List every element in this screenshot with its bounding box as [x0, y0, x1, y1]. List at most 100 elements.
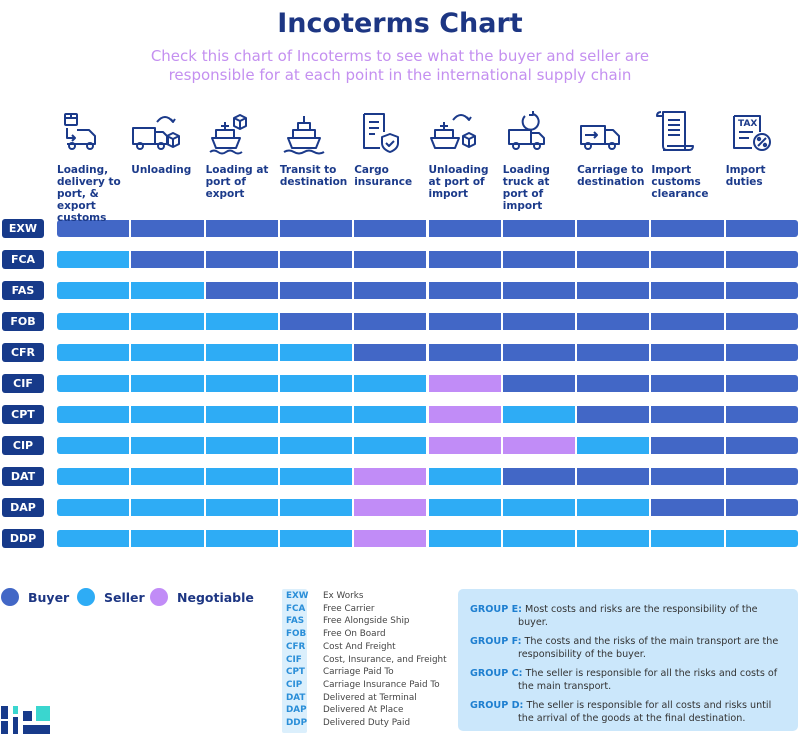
truck-reload-icon — [507, 111, 545, 150]
abbr-code: CIF — [286, 654, 302, 665]
cell-cpt-buyer — [725, 406, 798, 423]
column-header: Loading at port of export — [206, 108, 280, 200]
abbr-code: DDP — [286, 718, 308, 728]
cell-fca-buyer — [428, 251, 501, 268]
cell-dat-seller — [428, 468, 501, 485]
cell-cif-buyer — [651, 375, 724, 392]
ship-unload-icon — [429, 114, 476, 149]
abbr-code: DAT — [286, 692, 306, 703]
cell-dat-buyer — [725, 468, 798, 485]
row-label-exw: EXW — [2, 219, 44, 238]
cell-cip-seller — [57, 437, 130, 454]
cell-cfr-buyer — [428, 344, 501, 361]
cell-ddp-seller — [725, 530, 798, 547]
cell-cif-seller — [131, 375, 204, 392]
legend-label: Seller — [104, 589, 145, 605]
cell-fob-buyer — [725, 313, 798, 330]
cell-fca-buyer — [354, 251, 427, 268]
abbr-full: Carriage Paid To — [323, 667, 394, 678]
cell-exw-buyer — [502, 220, 576, 237]
cell-cip-seller — [577, 437, 650, 454]
cell-exw-buyer — [279, 220, 353, 237]
row-label-fca: FCA — [2, 250, 44, 269]
group-name: GROUP C: — [470, 668, 523, 679]
cell-cfr-seller — [131, 344, 204, 361]
group-name: GROUP D: — [470, 700, 524, 711]
cell-cif-seller — [279, 375, 353, 392]
cell-cpt-negotiable — [428, 406, 501, 423]
cell-cif-buyer — [502, 375, 576, 392]
cell-cip-buyer — [651, 437, 724, 454]
cell-cpt-seller — [354, 406, 427, 423]
cell-dap-buyer — [651, 499, 724, 516]
abbr-code: FOB — [286, 629, 307, 640]
cell-cif-seller — [354, 375, 427, 392]
cell-dap-seller — [428, 499, 501, 516]
abbr-code: FCA — [286, 603, 306, 614]
group-description: GROUP C: The seller is responsible for a… — [470, 667, 786, 693]
cell-fob-seller — [131, 313, 204, 330]
cell-dat-seller — [205, 468, 278, 485]
cell-fob-buyer — [279, 313, 353, 330]
cell-dat-negotiable — [354, 468, 427, 485]
cell-exw-buyer — [725, 220, 798, 237]
cell-cfr-seller — [279, 344, 353, 361]
cell-fas-buyer — [725, 282, 798, 299]
legend-buyer: Buyer — [1, 588, 69, 606]
cell-dat-buyer — [577, 468, 650, 485]
cell-cfr-buyer — [651, 344, 724, 361]
svg-text:TAX: TAX — [738, 119, 757, 129]
column-header: Loading, delivery to port, & export cust… — [57, 108, 131, 224]
column-header: Cargo insurance — [354, 108, 428, 188]
cell-exw-buyer — [428, 220, 501, 237]
abbr-full: Free Alongside Ship — [323, 616, 410, 627]
column-label: Import duties — [725, 164, 766, 188]
cell-exw-buyer — [651, 220, 724, 237]
cell-fca-buyer — [651, 251, 724, 268]
cell-cpt-seller — [131, 406, 204, 423]
cell-cif-negotiable — [428, 375, 501, 392]
cell-cip-seller — [131, 437, 204, 454]
cell-cpt-seller — [205, 406, 278, 423]
ship-icon — [283, 116, 325, 155]
scroll-icon — [656, 111, 695, 151]
cell-cfr-buyer — [354, 344, 427, 361]
cell-dat-seller — [131, 468, 204, 485]
cell-ddp-seller — [651, 530, 724, 547]
cell-dap-negotiable — [354, 499, 427, 516]
cell-dap-seller — [205, 499, 278, 516]
abbr-code: EXW — [286, 591, 309, 601]
group-text: The seller is responsible for all the ri… — [518, 668, 778, 692]
cell-cip-seller — [354, 437, 427, 454]
row-label-dat: DAT — [2, 467, 44, 486]
cell-fob-buyer — [502, 313, 576, 330]
legend-negotiable: Negotiable — [150, 588, 254, 606]
seller-swatch — [77, 588, 95, 606]
cell-cif-seller — [57, 375, 130, 392]
group-text: Most costs and risks are the responsibil… — [518, 604, 758, 628]
abbr-code: CPT — [286, 667, 305, 678]
cell-dat-seller — [279, 468, 353, 485]
group-text: The costs and the risks of the main tran… — [518, 636, 779, 660]
column-header: Import customs clearance — [651, 108, 725, 200]
cell-cpt-buyer — [651, 406, 724, 423]
cell-fca-buyer — [131, 251, 204, 268]
cell-ddp-seller — [205, 530, 278, 547]
cell-fca-buyer — [279, 251, 353, 268]
cell-exw-buyer — [205, 220, 278, 237]
cell-fas-buyer — [651, 282, 724, 299]
buyer-swatch — [1, 588, 19, 606]
negotiable-swatch — [150, 588, 168, 606]
cell-cfr-seller — [57, 344, 130, 361]
column-header: Carriage to destination — [577, 108, 651, 188]
column-label: Loading at port of export — [205, 164, 269, 200]
cell-cip-negotiable — [428, 437, 501, 454]
cell-ddp-seller — [57, 530, 130, 547]
abbr-code: DAP — [286, 705, 307, 716]
group-name: GROUP E: — [470, 604, 522, 615]
cell-cip-seller — [279, 437, 353, 454]
row-label-cif: CIF — [2, 374, 44, 393]
cell-ddp-seller — [279, 530, 353, 547]
truck-box-icon — [64, 113, 96, 150]
cell-fas-buyer — [428, 282, 501, 299]
